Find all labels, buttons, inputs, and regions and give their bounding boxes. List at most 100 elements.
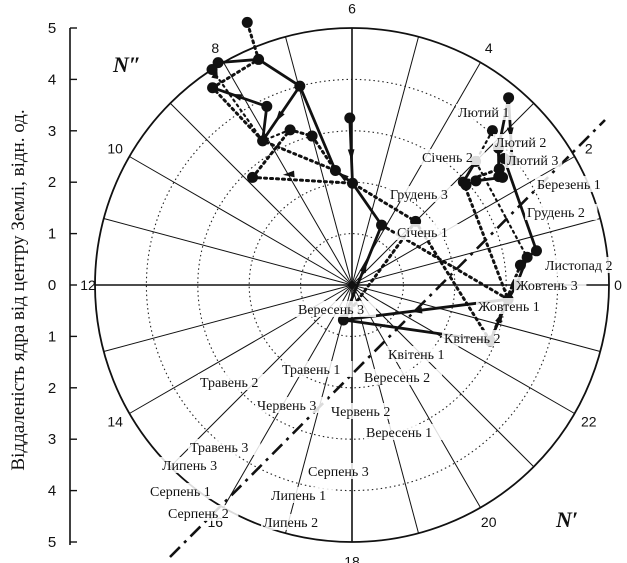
hour-label: 14 <box>107 414 123 430</box>
point-label-bg <box>306 463 379 479</box>
point-label-bg <box>364 424 444 440</box>
hour-label: 22 <box>581 414 597 430</box>
data-point <box>470 175 482 187</box>
axis-name-n-double-prime: N″ <box>112 52 141 77</box>
point-label-bg <box>476 298 549 314</box>
y-tick-label: 0 <box>48 277 56 294</box>
y-tick-label: 4 <box>48 71 56 88</box>
point-label-bg <box>493 134 551 150</box>
point-label: Жовтень 1 <box>478 300 540 315</box>
y-tick-label: 5 <box>48 20 56 37</box>
data-point <box>497 171 509 183</box>
y-tick-label: 3 <box>48 431 56 448</box>
point-label: Липень 1 <box>271 489 326 504</box>
data-point <box>376 219 388 231</box>
arrowhead <box>495 311 503 324</box>
point-label: Грудень 2 <box>527 206 585 221</box>
point-label-bg <box>395 224 460 240</box>
point-label-bg <box>280 361 353 377</box>
spoke-5 <box>351 36 419 286</box>
data-point <box>247 171 259 183</box>
arrowhead <box>359 261 368 274</box>
y-tick-label: 2 <box>48 380 56 397</box>
point-label-bg <box>255 397 328 413</box>
hour-label: 18 <box>344 554 360 563</box>
point-label: Серпень 2 <box>168 507 229 522</box>
point-label: Лютий 3 <box>507 154 558 169</box>
spoke-20 <box>351 284 481 508</box>
hour-label: 8 <box>211 40 219 56</box>
hour-label: 4 <box>485 40 493 56</box>
point-label-bg <box>543 257 623 273</box>
point-label-bg <box>420 149 485 165</box>
point-label: Вересень 3 <box>298 303 364 318</box>
arrowhead <box>347 149 355 161</box>
point-label-bg <box>386 346 459 362</box>
data-point <box>347 177 359 189</box>
arrowhead <box>337 172 349 182</box>
point-label-bg <box>166 505 239 521</box>
point-label: Червень 3 <box>257 399 316 414</box>
y-axis-title: Віддаленість ядра від центру Землі, відн… <box>8 109 29 470</box>
y-tick-label: 3 <box>48 123 56 140</box>
data-point <box>344 112 356 124</box>
series-path-3 <box>210 58 384 321</box>
point-label: Травень 2 <box>200 376 258 391</box>
point-label: Травень 1 <box>282 363 340 378</box>
point-label-bg <box>296 301 376 317</box>
point-label-bg <box>188 439 261 455</box>
polar-grid <box>94 27 610 558</box>
y-tick-label: 1 <box>48 328 56 345</box>
data-point <box>521 251 533 263</box>
point-label: Червень 2 <box>331 405 390 420</box>
spoke-13 <box>103 284 353 352</box>
data-point <box>284 124 296 136</box>
data-point <box>503 92 515 104</box>
spoke-22 <box>351 284 575 414</box>
point-label: Січень 1 <box>397 226 448 241</box>
data-point <box>460 179 472 191</box>
hour-label: 12 <box>80 277 96 293</box>
data-point <box>206 63 218 75</box>
y-tick-label: 2 <box>48 174 56 191</box>
data-point <box>294 80 306 92</box>
point-label: Квітень 1 <box>388 348 445 363</box>
point-label-bg <box>148 483 221 499</box>
point-label: Грудень 3 <box>390 188 448 203</box>
data-point <box>207 82 219 94</box>
data-point <box>530 245 542 257</box>
data-point <box>257 135 269 147</box>
point-label: Квітень 2 <box>444 332 501 347</box>
arrowhead <box>282 170 295 178</box>
hour-label: 2 <box>585 140 593 156</box>
y-tick-label: 4 <box>48 483 56 500</box>
point-label-bg <box>362 369 442 385</box>
point-label: Липень 3 <box>162 459 217 474</box>
point-label: Лютий 1 <box>458 106 509 121</box>
data-point <box>261 100 273 112</box>
point-label: Серпень 1 <box>150 485 211 500</box>
series-path-11 <box>474 129 529 287</box>
point-label: Січень 2 <box>422 151 473 166</box>
spoke-10 <box>129 156 353 286</box>
y-axis: 5 4 3 2 1 0 1 2 3 4 5 <box>48 20 77 551</box>
point-label-bg <box>505 152 563 168</box>
hour-label: 0 <box>614 277 622 293</box>
y-tick-label: 5 <box>48 534 56 551</box>
data-point <box>486 125 498 137</box>
arrowhead <box>230 93 243 101</box>
data-points <box>206 16 542 347</box>
center-point <box>349 282 355 288</box>
point-label-bg <box>514 277 587 293</box>
data-point <box>337 314 349 326</box>
point-label: Вересень 2 <box>364 371 430 386</box>
point-label-bg <box>442 330 515 346</box>
y-tick-label: 1 <box>48 226 56 243</box>
spoke-7 <box>285 36 353 286</box>
point-label-bg <box>160 457 225 473</box>
series-path-6 <box>251 175 418 322</box>
point-label-bg <box>198 374 271 390</box>
data-point <box>493 163 505 175</box>
hour-label: 10 <box>107 140 123 156</box>
data-point <box>306 130 318 142</box>
